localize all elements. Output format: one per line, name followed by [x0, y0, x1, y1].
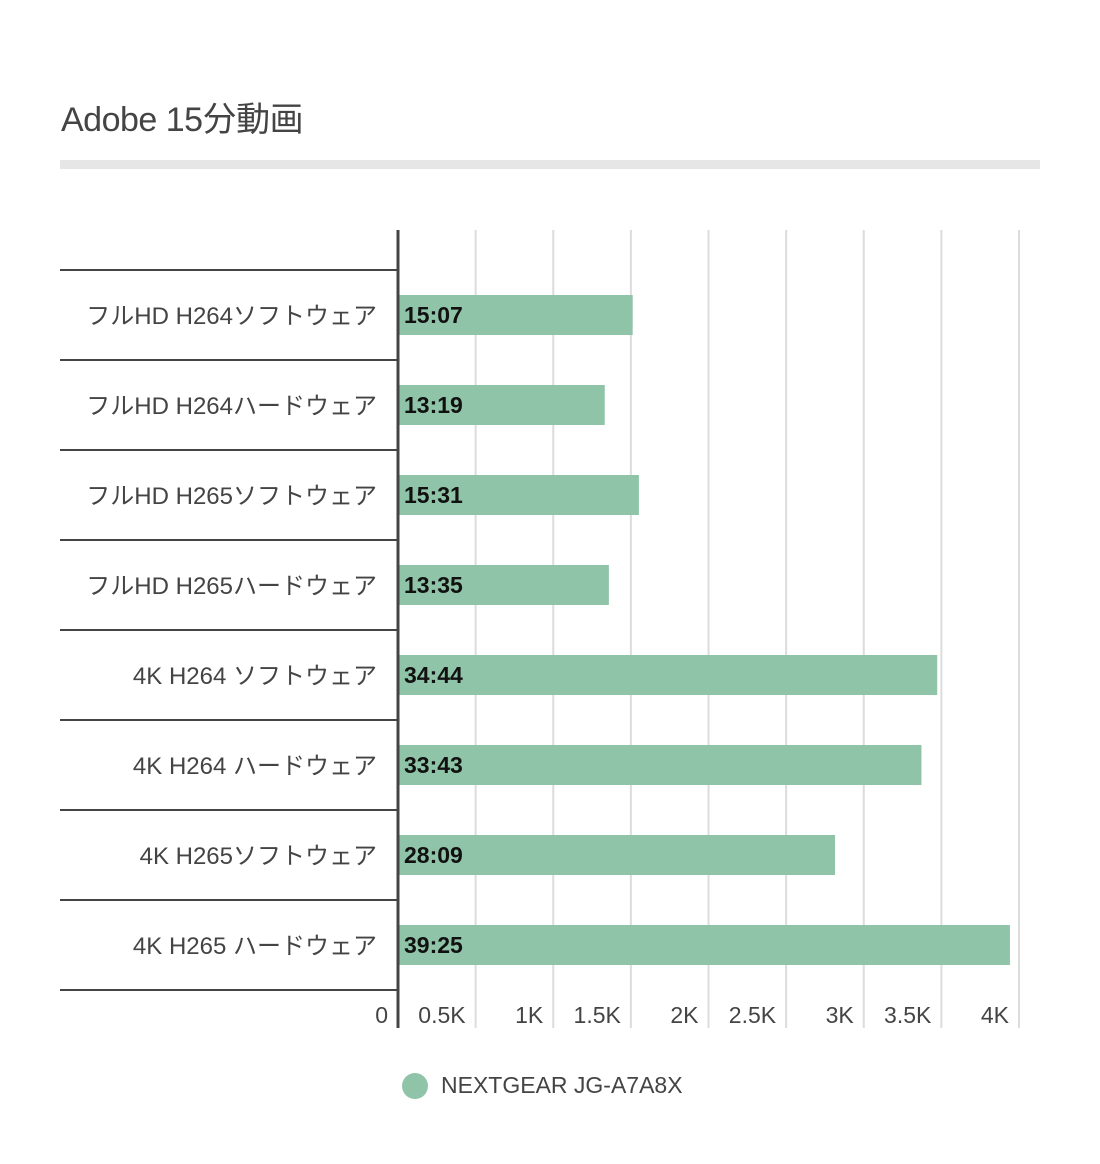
bar-data-label: 33:43: [404, 752, 463, 778]
x-tick-label: 1K: [515, 1002, 544, 1028]
bar: [398, 835, 836, 875]
chart-title: Adobe 15分動画: [61, 101, 304, 139]
category-label: 4K H264 ハードウェア: [133, 753, 377, 780]
x-tick-label: 2.5K: [729, 1002, 777, 1028]
bar: [398, 385, 605, 425]
bar-data-label: 39:25: [404, 932, 463, 958]
title-divider: [60, 160, 1040, 169]
bar-data-label: 15:31: [404, 482, 463, 508]
bar-data-label: 15:07: [404, 302, 463, 328]
category-label: 4K H265 ハードウェア: [133, 933, 377, 960]
category-label: 4K H265ソフトウェア: [140, 843, 377, 870]
x-tick-label: 2K: [670, 1002, 699, 1028]
bar: [398, 655, 938, 695]
x-tick-label: 3.5K: [884, 1002, 932, 1028]
x-tick-label: 3K: [826, 1002, 855, 1028]
category-label: フルHD H265ハードウェア: [86, 573, 377, 600]
x-tick-label: 4K: [981, 1002, 1010, 1028]
x-tick-label: 0.5K: [418, 1002, 466, 1028]
legend: NEXTGEAR JG-A7A8X: [402, 1072, 683, 1099]
category-label: フルHD H265ソフトウェア: [86, 483, 377, 510]
legend-label: NEXTGEAR JG-A7A8X: [441, 1072, 683, 1098]
bar-data-label: 28:09: [404, 842, 463, 868]
bar-data-label: 13:19: [404, 392, 463, 418]
category-label: フルHD H264ソフトウェア: [86, 303, 377, 330]
category-label: フルHD H264ハードウェア: [86, 393, 377, 420]
bar-data-label: 13:35: [404, 572, 463, 598]
bar: [398, 475, 639, 515]
x-tick-label: 1.5K: [574, 1002, 622, 1028]
category-label: 4K H264 ソフトウェア: [133, 663, 377, 690]
bar: [398, 925, 1010, 965]
bar: [398, 565, 609, 605]
bar: [398, 295, 633, 335]
bar: [398, 745, 922, 785]
bar-data-label: 34:44: [404, 662, 463, 688]
x-tick-label: 0: [375, 1002, 388, 1028]
legend-swatch: [402, 1072, 428, 1099]
